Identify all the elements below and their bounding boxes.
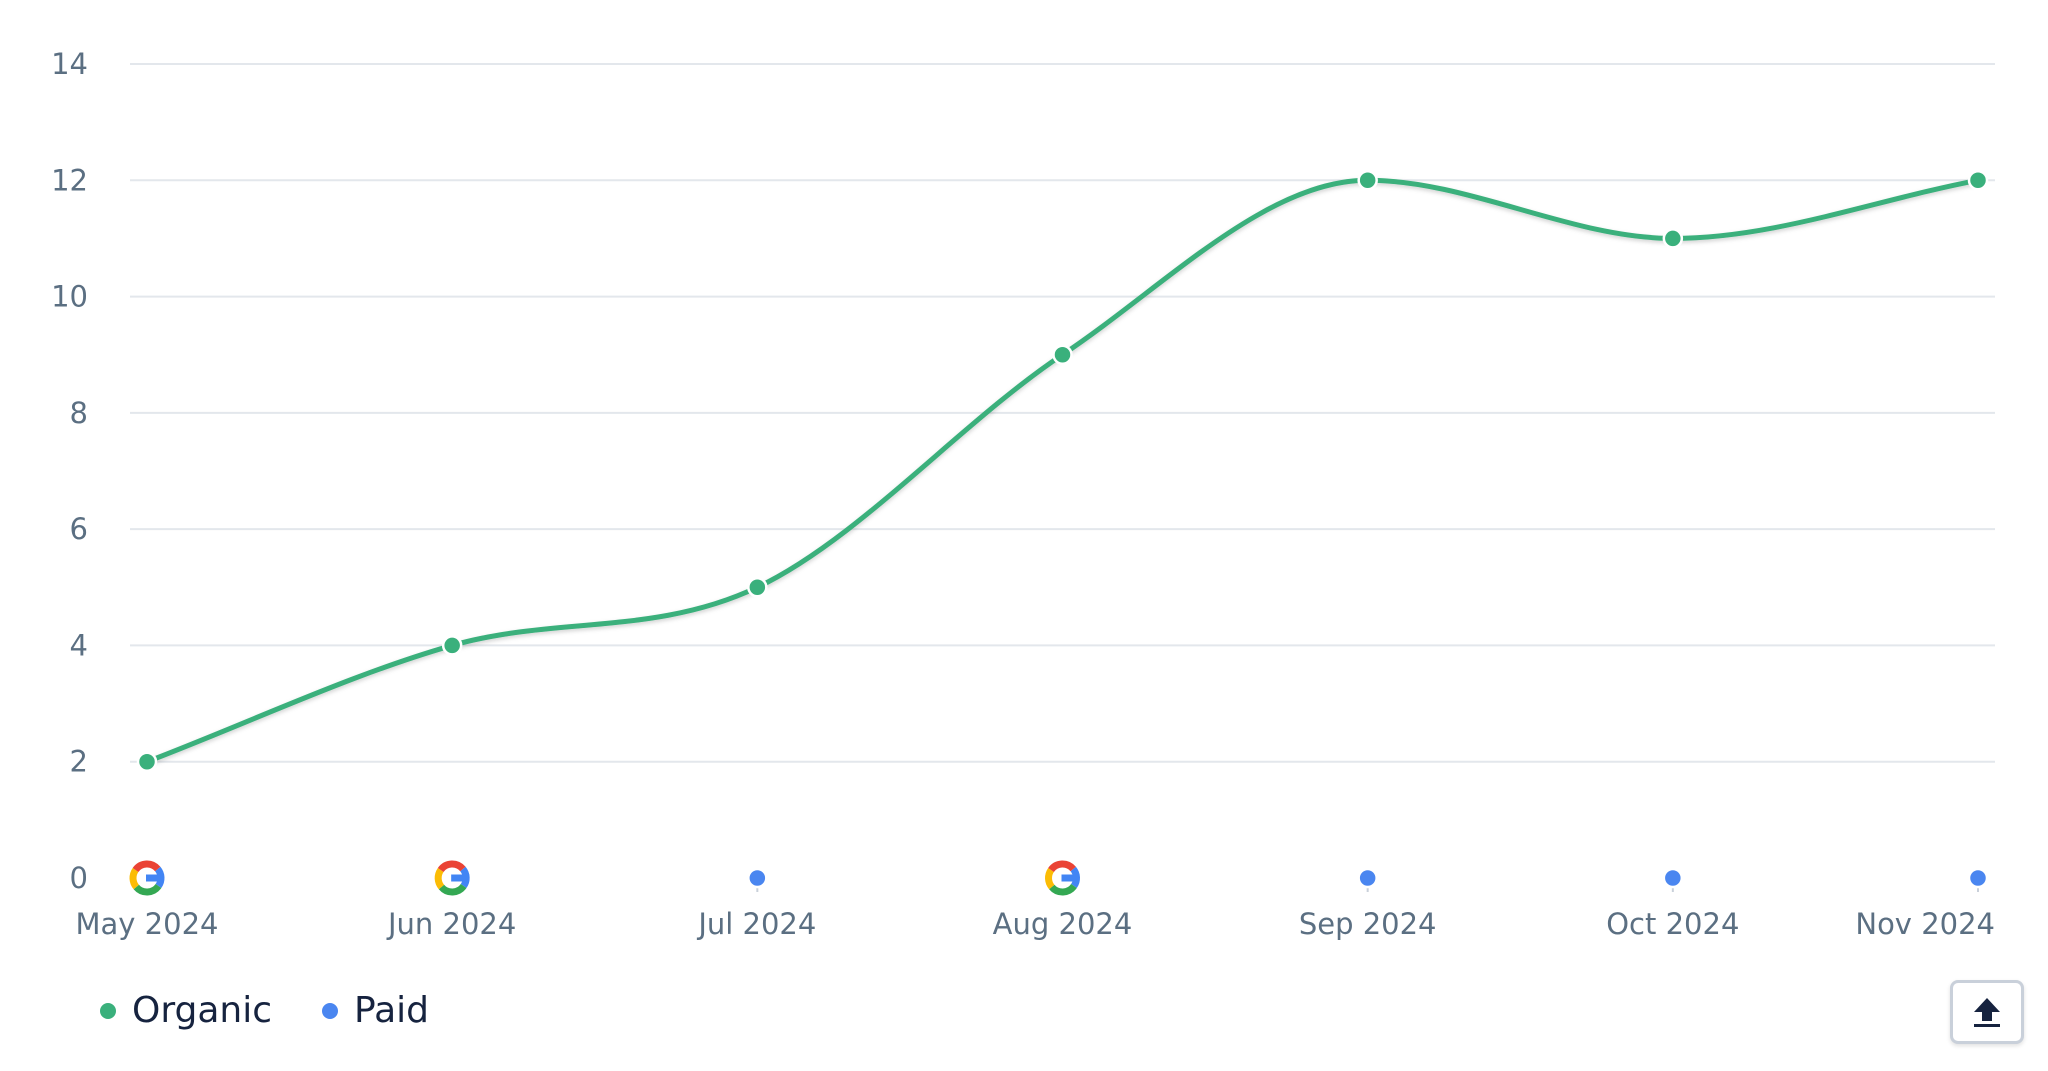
series-line-organic xyxy=(144,177,1981,765)
data-point-organic xyxy=(1357,170,1378,191)
x-tick-label: May 2024 xyxy=(76,907,219,941)
google-icon-bar xyxy=(146,874,164,882)
google-icon-arc xyxy=(437,860,466,873)
line-chart: 0 2 4 6 8 10 12 14 May 2024 Jun 2024 Jul 2024 Aug … xyxy=(51,47,1995,941)
y-tick-label-8: 8 xyxy=(70,396,88,430)
series xyxy=(127,170,1989,898)
data-point-organic xyxy=(441,635,463,656)
google-icon-arc xyxy=(1045,867,1055,890)
legend: Organic Paid xyxy=(100,990,429,1031)
y-tick-label-12: 12 xyxy=(51,163,88,197)
google-icon-arc xyxy=(132,860,161,873)
y-tick-label-0: 0 xyxy=(70,861,88,895)
legend-marker-organic xyxy=(100,1002,116,1019)
x-tick-label: Jun 2024 xyxy=(386,907,516,941)
google-icon xyxy=(127,858,167,898)
y-tick-label-2: 2 xyxy=(70,745,88,779)
google-icon-arc xyxy=(438,883,467,896)
google-icon xyxy=(432,858,473,898)
data-point-paid xyxy=(1662,867,1684,889)
data-point-paid xyxy=(747,867,768,889)
google-icon-arc xyxy=(1049,883,1077,896)
gridlines xyxy=(130,63,1995,763)
data-point-organic xyxy=(1052,344,1073,365)
google-icon-bar xyxy=(451,874,470,882)
data-point-paid xyxy=(1357,867,1378,889)
x-axis: May 2024 Jun 2024 Jul 2024 Aug 2024 Sep 2024… xyxy=(76,878,1995,941)
legend-item-organic[interactable]: Organic xyxy=(100,990,272,1031)
legend-item-paid[interactable]: Paid xyxy=(322,990,429,1031)
y-tick-label-10: 10 xyxy=(51,280,88,314)
legend-label-paid: Paid xyxy=(354,990,430,1031)
google-icon-arc xyxy=(133,883,162,896)
data-point-paid xyxy=(1967,867,1989,889)
x-tick-label: Nov 2024 xyxy=(1855,907,1995,941)
google-icon-bar xyxy=(1061,874,1080,882)
google-icon-arc xyxy=(1048,860,1076,873)
data-point-organic xyxy=(136,751,158,772)
export-button[interactable] xyxy=(1950,980,2024,1044)
data-point-organic xyxy=(1967,170,1989,191)
y-tick-label-4: 4 xyxy=(70,628,88,662)
y-tick-label-6: 6 xyxy=(70,512,88,546)
data-point-organic xyxy=(1662,228,1684,249)
x-tick-label: Aug 2024 xyxy=(993,907,1133,941)
google-icon-arc xyxy=(129,867,140,890)
y-tick-label-14: 14 xyxy=(51,47,88,81)
y-axis: 0 2 4 6 8 10 12 14 xyxy=(51,47,88,895)
google-icon xyxy=(1042,858,1083,898)
data-point-organic xyxy=(747,577,768,598)
upload-icon xyxy=(1974,998,2000,1027)
legend-label-organic: Organic xyxy=(132,990,273,1031)
x-tick-label: Sep 2024 xyxy=(1299,907,1437,941)
x-tick-label: Oct 2024 xyxy=(1606,907,1739,941)
legend-marker-paid xyxy=(322,1002,339,1019)
x-tick-label: Jul 2024 xyxy=(696,907,816,941)
google-icon-arc xyxy=(434,867,445,890)
